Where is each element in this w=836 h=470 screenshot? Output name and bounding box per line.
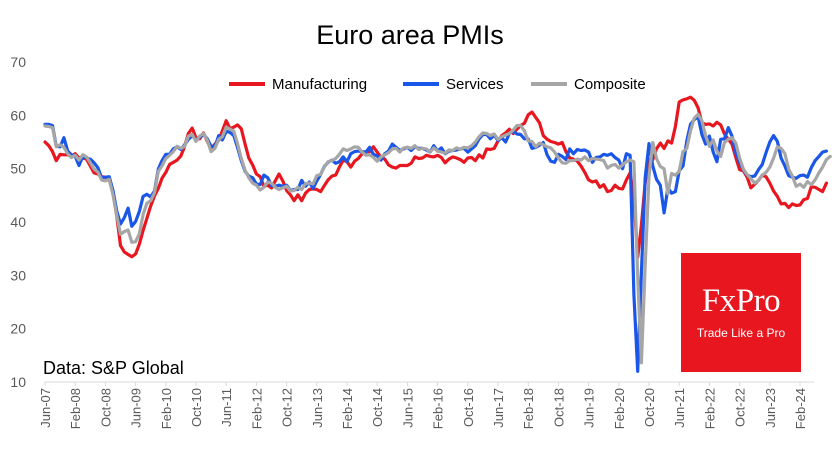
legend-item-services: Services <box>403 76 504 93</box>
logo-tagline: Trade Like a Pro <box>696 326 786 340</box>
x-tick-label: Jun-07 <box>38 388 53 428</box>
series-lines <box>43 95 832 373</box>
logo-name: FxPro <box>701 283 781 319</box>
y-tick-label: 50 <box>10 161 26 177</box>
legend-item-composite: Composite <box>531 76 646 93</box>
x-tick-label: Oct-14 <box>370 388 385 427</box>
x-tick-label: Jun-23 <box>763 388 778 428</box>
x-tick-label: Oct-18 <box>551 388 566 427</box>
x-tick-label: Jun-11 <box>219 388 234 427</box>
y-tick-label: 20 <box>10 321 26 337</box>
x-tick-label: Feb-24 <box>793 388 808 429</box>
series-line-manufacturing <box>43 95 829 259</box>
source-annotation: Data: S&P Global <box>43 358 184 378</box>
legend-label-services: Services <box>446 76 504 93</box>
series-line-composite <box>43 112 832 365</box>
x-tick-label: Oct-22 <box>733 388 748 427</box>
x-tick-label: Jun-15 <box>400 388 415 428</box>
x-tick-label: Oct-12 <box>280 388 295 427</box>
y-tick-label: 40 <box>10 214 26 230</box>
x-tick-label: Oct-08 <box>98 388 113 427</box>
x-tick-label: Jun-17 <box>491 388 506 428</box>
fxpro-logo: FxPro Trade Like a Pro <box>681 253 801 372</box>
x-tick-label: Jun-13 <box>310 388 325 428</box>
x-tick-label: Feb-14 <box>340 388 355 429</box>
x-tick-label: Feb-10 <box>159 388 174 429</box>
x-tick-label: Jun-19 <box>582 388 597 428</box>
legend-label-manufacturing: Manufacturing <box>272 76 367 93</box>
x-axis: Jun-07 Feb-08 Oct-08 Jun-09 Feb-10 Oct-10 Jun-… <box>38 382 808 429</box>
legend-item-manufacturing: Manufacturing <box>229 76 367 93</box>
x-tick-label: Feb-20 <box>612 388 627 429</box>
x-tick-label: Oct-10 <box>189 388 204 427</box>
x-tick-label: Feb-22 <box>702 388 717 429</box>
x-tick-label: Feb-08 <box>68 388 83 429</box>
x-tick-label: Oct-16 <box>461 388 476 427</box>
y-tick-label: 70 <box>10 54 26 70</box>
chart-title: Euro area PMIs <box>316 20 504 50</box>
x-tick-label: Feb-12 <box>249 388 264 429</box>
y-axis: 10 20 30 40 50 60 70 <box>10 54 26 390</box>
y-tick-label: 60 <box>10 107 26 123</box>
y-tick-label: 30 <box>10 267 26 283</box>
x-tick-label: Feb-18 <box>521 388 536 429</box>
x-tick-label: Oct-20 <box>642 388 657 427</box>
legend-label-composite: Composite <box>574 76 646 93</box>
y-tick-label: 10 <box>10 374 26 390</box>
x-tick-label: Jun-21 <box>672 388 687 428</box>
legend: Manufacturing Services Composite <box>229 76 646 93</box>
x-tick-label: Feb-16 <box>431 388 446 429</box>
x-tick-label: Jun-09 <box>129 388 144 428</box>
